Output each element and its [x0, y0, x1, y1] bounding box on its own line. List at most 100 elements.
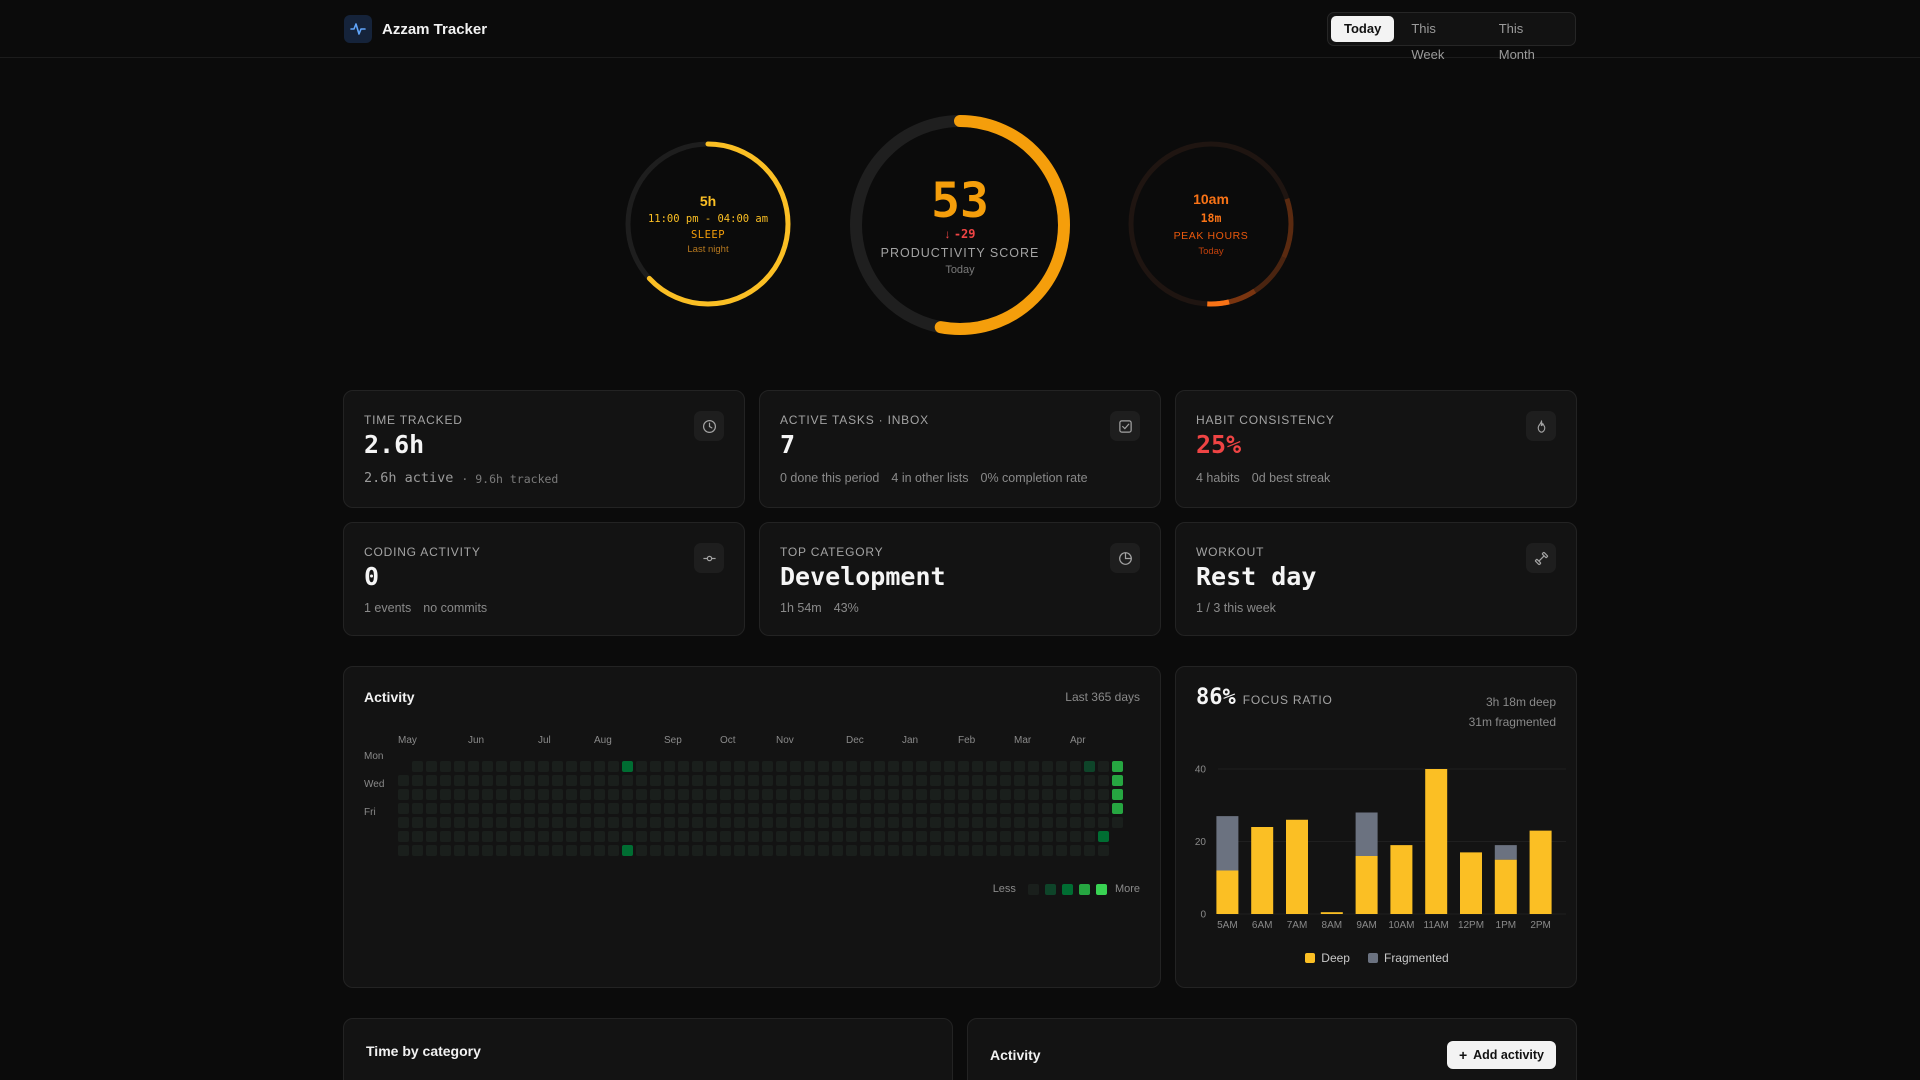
heatmap-cell[interactable]: [930, 817, 941, 828]
stat-card-habit-consistency[interactable]: HABIT CONSISTENCY 25% 4 habits 0d best s…: [1175, 390, 1577, 508]
heatmap-cell[interactable]: [846, 845, 857, 856]
heatmap-cell[interactable]: [748, 831, 759, 842]
heatmap-cell[interactable]: [1028, 775, 1039, 786]
heatmap-cell[interactable]: [762, 775, 773, 786]
heatmap-cell[interactable]: [944, 789, 955, 800]
heatmap-cell[interactable]: [1028, 789, 1039, 800]
heatmap-cell[interactable]: [650, 831, 661, 842]
heatmap-cell[interactable]: [846, 761, 857, 772]
heatmap-cell[interactable]: [762, 817, 773, 828]
heatmap-cell[interactable]: [776, 761, 787, 772]
heatmap-cell[interactable]: [734, 845, 745, 856]
heatmap-cell[interactable]: [818, 775, 829, 786]
heatmap-cell[interactable]: [776, 803, 787, 814]
heatmap-cell[interactable]: [510, 761, 521, 772]
heatmap-cell[interactable]: [468, 845, 479, 856]
heatmap-cell[interactable]: [608, 761, 619, 772]
heatmap-cell[interactable]: [454, 775, 465, 786]
heatmap-cell[interactable]: [1014, 803, 1025, 814]
bar-deep[interactable]: [1216, 870, 1239, 915]
heatmap-cell[interactable]: [1042, 775, 1053, 786]
heatmap-cell[interactable]: [1056, 845, 1067, 856]
heatmap-cell[interactable]: [720, 775, 731, 786]
heatmap-cell[interactable]: [426, 817, 437, 828]
heatmap-cell[interactable]: [482, 761, 493, 772]
heatmap-cell[interactable]: [846, 831, 857, 842]
heatmap-cell[interactable]: [776, 831, 787, 842]
heatmap-cell[interactable]: [1070, 831, 1081, 842]
heatmap-cell[interactable]: [790, 817, 801, 828]
add-activity-button[interactable]: + Add activity: [1446, 1041, 1556, 1069]
heatmap-cell[interactable]: [944, 761, 955, 772]
heatmap-cell[interactable]: [552, 775, 563, 786]
heatmap-cell[interactable]: [846, 789, 857, 800]
heatmap-cell[interactable]: [944, 775, 955, 786]
heatmap-cell[interactable]: [874, 845, 885, 856]
heatmap-cell[interactable]: [888, 831, 899, 842]
heatmap-cell[interactable]: [762, 845, 773, 856]
bar-deep[interactable]: [1286, 819, 1308, 914]
heatmap-cell[interactable]: [832, 775, 843, 786]
heatmap-cell[interactable]: [832, 761, 843, 772]
heatmap-cell[interactable]: [636, 775, 647, 786]
heatmap-cell[interactable]: [608, 775, 619, 786]
heatmap-cell[interactable]: [986, 803, 997, 814]
heatmap-cell[interactable]: [776, 845, 787, 856]
bar-deep[interactable]: [1320, 912, 1343, 914]
heatmap-cell[interactable]: [1112, 817, 1123, 828]
heatmap-cell[interactable]: [594, 817, 605, 828]
heatmap-cell[interactable]: [1070, 803, 1081, 814]
bar-deep[interactable]: [1460, 852, 1482, 914]
heatmap-cell[interactable]: [510, 817, 521, 828]
heatmap-cell[interactable]: [1070, 761, 1081, 772]
stat-card-time-tracked[interactable]: TIME TRACKED 2.6h 2.6h active · 9.6h tra…: [343, 390, 745, 508]
heatmap-cell[interactable]: [958, 803, 969, 814]
heatmap-cell[interactable]: [706, 817, 717, 828]
heatmap-cell[interactable]: [972, 817, 983, 828]
heatmap-cell[interactable]: [986, 817, 997, 828]
heatmap-cell[interactable]: [580, 789, 591, 800]
heatmap-cell[interactable]: [818, 845, 829, 856]
heatmap-cell[interactable]: [1098, 831, 1109, 842]
heatmap-cell[interactable]: [594, 761, 605, 772]
heatmap-cell[interactable]: [832, 817, 843, 828]
heatmap-cell[interactable]: [398, 803, 409, 814]
heatmap-cell[interactable]: [706, 789, 717, 800]
heatmap-cell[interactable]: [566, 803, 577, 814]
heatmap-cell[interactable]: [902, 817, 913, 828]
heatmap-cell[interactable]: [748, 845, 759, 856]
heatmap-cell[interactable]: [594, 845, 605, 856]
heatmap-cell[interactable]: [874, 817, 885, 828]
heatmap-cell[interactable]: [468, 789, 479, 800]
heatmap-cell[interactable]: [1056, 789, 1067, 800]
heatmap-cell[interactable]: [804, 761, 815, 772]
heatmap-cell[interactable]: [874, 803, 885, 814]
heatmap-cell[interactable]: [496, 803, 507, 814]
heatmap-cell[interactable]: [566, 775, 577, 786]
heatmap-cell[interactable]: [888, 775, 899, 786]
heatmap-cell[interactable]: [790, 761, 801, 772]
heatmap-cell[interactable]: [454, 831, 465, 842]
heatmap-cell[interactable]: [860, 775, 871, 786]
heatmap-cell[interactable]: [552, 789, 563, 800]
heatmap-cell[interactable]: [944, 817, 955, 828]
heatmap-cell[interactable]: [944, 845, 955, 856]
bar-deep[interactable]: [1425, 769, 1448, 914]
heatmap-cell[interactable]: [804, 803, 815, 814]
heatmap-cell[interactable]: [1112, 803, 1123, 814]
heatmap-cell[interactable]: [412, 845, 423, 856]
heatmap-cell[interactable]: [762, 789, 773, 800]
heatmap-cell[interactable]: [902, 789, 913, 800]
heatmap-cell[interactable]: [650, 845, 661, 856]
heatmap-cell[interactable]: [888, 817, 899, 828]
heatmap-cell[interactable]: [1084, 817, 1095, 828]
heatmap-cell[interactable]: [1042, 761, 1053, 772]
heatmap-cell[interactable]: [916, 789, 927, 800]
heatmap-cell[interactable]: [986, 831, 997, 842]
heatmap-cell[interactable]: [860, 789, 871, 800]
heatmap-cell[interactable]: [1028, 845, 1039, 856]
heatmap-cell[interactable]: [678, 761, 689, 772]
heatmap-cell[interactable]: [1042, 845, 1053, 856]
heatmap-cell[interactable]: [860, 831, 871, 842]
heatmap-cell[interactable]: [622, 775, 633, 786]
